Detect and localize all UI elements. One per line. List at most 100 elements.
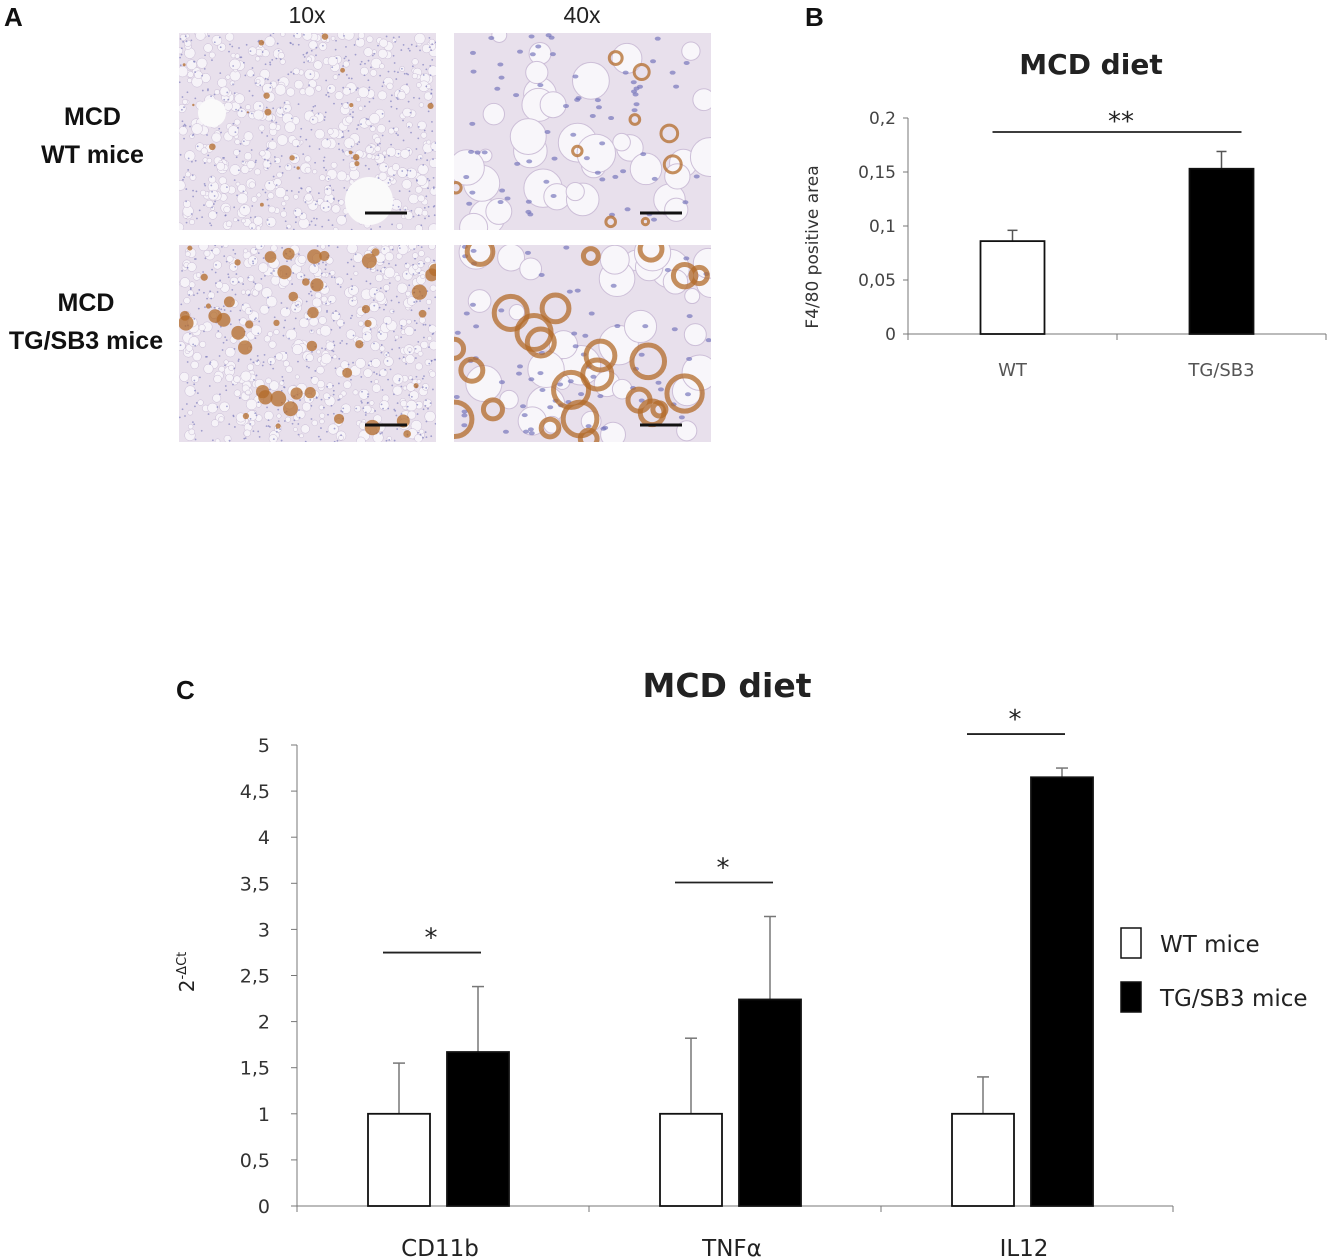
fat-droplet	[599, 245, 630, 275]
nucleus	[318, 148, 321, 150]
nucleus	[255, 159, 257, 162]
stained-macrophage	[583, 338, 618, 373]
nucleus	[415, 179, 418, 181]
nucleus	[242, 140, 245, 143]
nucleus	[423, 206, 426, 209]
nucleus	[417, 125, 420, 128]
stained-cell	[258, 39, 265, 46]
nucleus	[313, 263, 315, 266]
nucleus	[310, 49, 313, 52]
nucleus	[369, 267, 372, 270]
nucleus	[285, 352, 287, 354]
nucleus	[339, 286, 342, 288]
nucleus	[305, 358, 308, 361]
vacuole	[286, 87, 296, 97]
nucleus	[433, 204, 436, 207]
nucleus	[181, 269, 183, 272]
nucleus	[254, 82, 257, 85]
vacuole	[368, 113, 381, 125]
nucleus	[391, 223, 393, 226]
vacuole	[407, 410, 417, 420]
nucleus	[350, 378, 352, 381]
vacuole	[369, 69, 378, 77]
significance-label: *	[1009, 705, 1022, 735]
nucleus	[185, 221, 188, 224]
vacuole	[340, 403, 352, 414]
micrograph-tg-10x	[179, 245, 436, 442]
vacuole	[268, 122, 277, 131]
stained-cell	[273, 319, 280, 327]
vacuole	[408, 390, 419, 401]
nucleus	[286, 189, 288, 192]
nucleus	[183, 123, 186, 126]
vacuole	[325, 341, 335, 351]
nucleus	[201, 74, 204, 77]
nucleus	[454, 394, 460, 399]
nucleus	[335, 39, 337, 42]
vacuole	[270, 245, 278, 252]
vacuole	[314, 129, 325, 140]
nucleus	[314, 203, 317, 206]
vacuole	[296, 409, 306, 420]
nucleus	[327, 206, 330, 208]
nucleus	[393, 408, 396, 411]
nucleus	[390, 100, 392, 103]
nucleus	[233, 426, 236, 428]
nucleus	[273, 270, 275, 272]
vacuole	[223, 359, 229, 365]
nucleus	[400, 49, 403, 51]
nucleus	[219, 279, 222, 282]
nucleus	[528, 377, 535, 382]
vacuole	[194, 70, 203, 80]
vacuole	[396, 282, 408, 294]
nucleus	[347, 59, 350, 62]
nucleus	[417, 214, 420, 217]
nucleus	[224, 364, 226, 367]
nucleus	[686, 356, 693, 361]
vacuole	[225, 33, 235, 42]
nucleus	[461, 413, 468, 418]
nucleus	[571, 331, 578, 336]
nucleus	[402, 44, 405, 46]
nucleus	[327, 245, 330, 247]
vacuole	[263, 335, 271, 343]
vacuole	[429, 340, 436, 351]
nucleus	[342, 86, 345, 89]
vacuole	[239, 204, 251, 216]
nucleus	[370, 66, 372, 69]
vacuole	[219, 86, 230, 97]
nucleus	[322, 207, 325, 209]
vacuole	[329, 269, 336, 276]
vacuole	[421, 43, 432, 54]
nucleus	[351, 299, 354, 302]
fat-droplet	[539, 91, 567, 119]
nucleus	[346, 261, 349, 264]
nucleus	[254, 161, 257, 164]
vacuole	[208, 210, 218, 220]
stained-cell	[182, 63, 186, 67]
nucleus	[308, 145, 311, 148]
nucleus	[624, 207, 631, 212]
nucleus	[371, 54, 374, 57]
vacuole	[179, 277, 191, 288]
vacuole	[320, 353, 332, 365]
nucleus	[237, 219, 240, 222]
nucleus	[261, 188, 264, 191]
vacuole	[391, 163, 400, 172]
stained-macrophage	[577, 427, 600, 442]
stained-macrophage	[480, 397, 505, 422]
vacuole	[196, 57, 208, 69]
nucleus	[205, 355, 207, 358]
nucleus	[370, 380, 373, 383]
nucleus	[678, 415, 685, 420]
nucleus	[302, 153, 305, 156]
nucleus	[413, 248, 416, 250]
stained-cell	[371, 248, 380, 257]
nucleus	[380, 403, 383, 406]
nucleus	[229, 43, 231, 46]
fat-droplet	[525, 60, 549, 85]
vacuole	[263, 410, 274, 421]
nucleus	[311, 118, 314, 121]
nucleus	[271, 138, 274, 141]
nucleus	[249, 310, 252, 312]
